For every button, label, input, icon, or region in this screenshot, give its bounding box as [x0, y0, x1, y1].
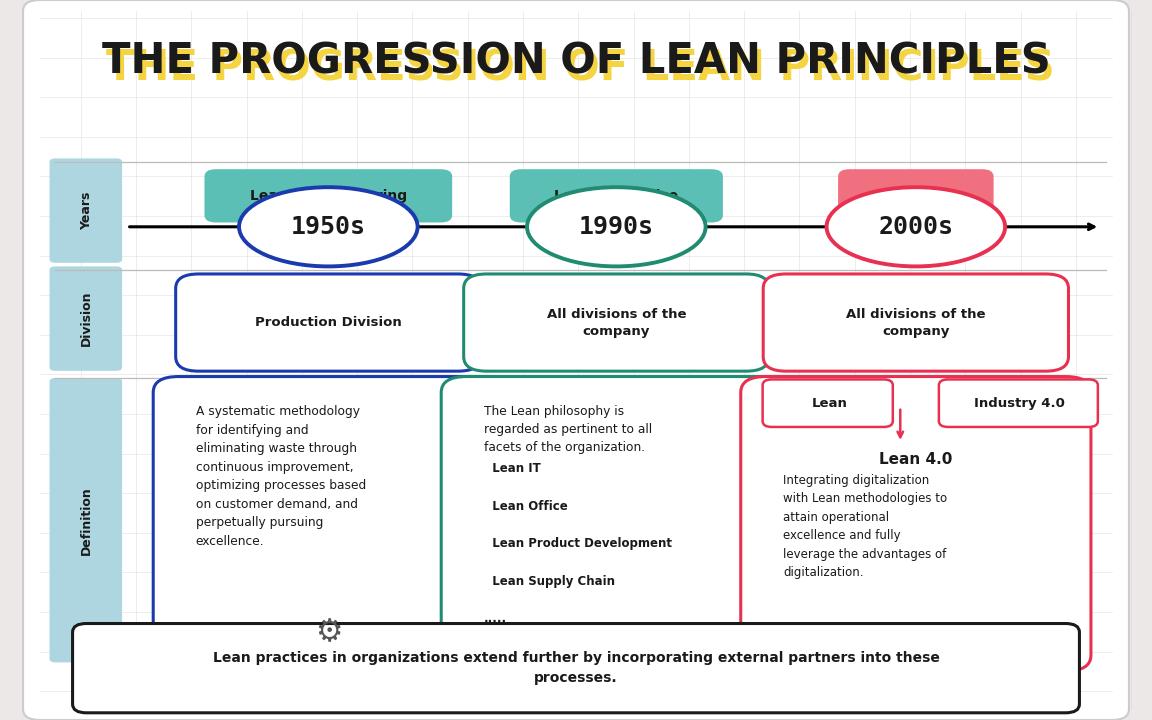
Ellipse shape — [827, 187, 1005, 266]
FancyBboxPatch shape — [741, 377, 1091, 671]
FancyBboxPatch shape — [763, 274, 1069, 372]
Text: Division: Division — [79, 291, 93, 346]
Text: 2000s: 2000s — [878, 215, 954, 239]
FancyBboxPatch shape — [839, 169, 993, 222]
FancyBboxPatch shape — [73, 624, 1079, 713]
Text: .....: ..... — [484, 612, 507, 625]
Text: Lean practices in organizations extend further by incorporating external partner: Lean practices in organizations extend f… — [213, 652, 939, 685]
FancyBboxPatch shape — [441, 377, 791, 671]
Text: Lean 4.0: Lean 4.0 — [879, 452, 953, 467]
Text: Industry 4.0: Industry 4.0 — [975, 397, 1064, 410]
FancyBboxPatch shape — [23, 0, 1129, 720]
Text: Integrating digitalization
with Lean methodologies to
attain operational
excelle: Integrating digitalization with Lean met… — [783, 474, 947, 580]
Ellipse shape — [238, 187, 417, 266]
Text: Lean: Lean — [811, 397, 848, 410]
Ellipse shape — [528, 187, 705, 266]
FancyBboxPatch shape — [939, 379, 1098, 427]
FancyBboxPatch shape — [763, 379, 893, 427]
Text: 1990s: 1990s — [578, 215, 654, 239]
Text: Lean Office: Lean Office — [484, 500, 568, 513]
Text: The Lean philosophy is
regarded as pertinent to all
facets of the organization.: The Lean philosophy is regarded as perti… — [484, 405, 652, 454]
Text: ⚙: ⚙ — [314, 618, 342, 647]
FancyBboxPatch shape — [175, 274, 482, 372]
Text: Lean Enterprise: Lean Enterprise — [554, 189, 679, 203]
Text: Production Division: Production Division — [255, 316, 402, 329]
Text: Definition: Definition — [79, 486, 93, 554]
Text: Lean Manufacturing: Lean Manufacturing — [250, 189, 407, 203]
Text: Lean 4.0: Lean 4.0 — [882, 189, 949, 203]
Text: 1950s: 1950s — [290, 215, 366, 239]
FancyBboxPatch shape — [50, 378, 122, 662]
Text: All divisions of the
company: All divisions of the company — [846, 307, 986, 338]
Text: Years: Years — [79, 192, 93, 230]
FancyBboxPatch shape — [509, 169, 722, 222]
FancyBboxPatch shape — [153, 377, 509, 671]
Text: Lean IT: Lean IT — [484, 462, 540, 475]
Text: A systematic methodology
for identifying and
eliminating waste through
continuou: A systematic methodology for identifying… — [196, 405, 366, 548]
FancyBboxPatch shape — [463, 274, 770, 372]
Text: Lean Product Development: Lean Product Development — [484, 537, 672, 550]
FancyBboxPatch shape — [50, 158, 122, 263]
FancyBboxPatch shape — [50, 266, 122, 371]
Text: THE PROGRESSION OF LEAN PRINCIPLES: THE PROGRESSION OF LEAN PRINCIPLES — [106, 48, 1055, 89]
Text: THE PROGRESSION OF LEAN PRINCIPLES: THE PROGRESSION OF LEAN PRINCIPLES — [101, 40, 1051, 82]
Text: All divisions of the
company: All divisions of the company — [546, 307, 687, 338]
Text: Lean Supply Chain: Lean Supply Chain — [484, 575, 615, 588]
FancyBboxPatch shape — [204, 169, 452, 222]
